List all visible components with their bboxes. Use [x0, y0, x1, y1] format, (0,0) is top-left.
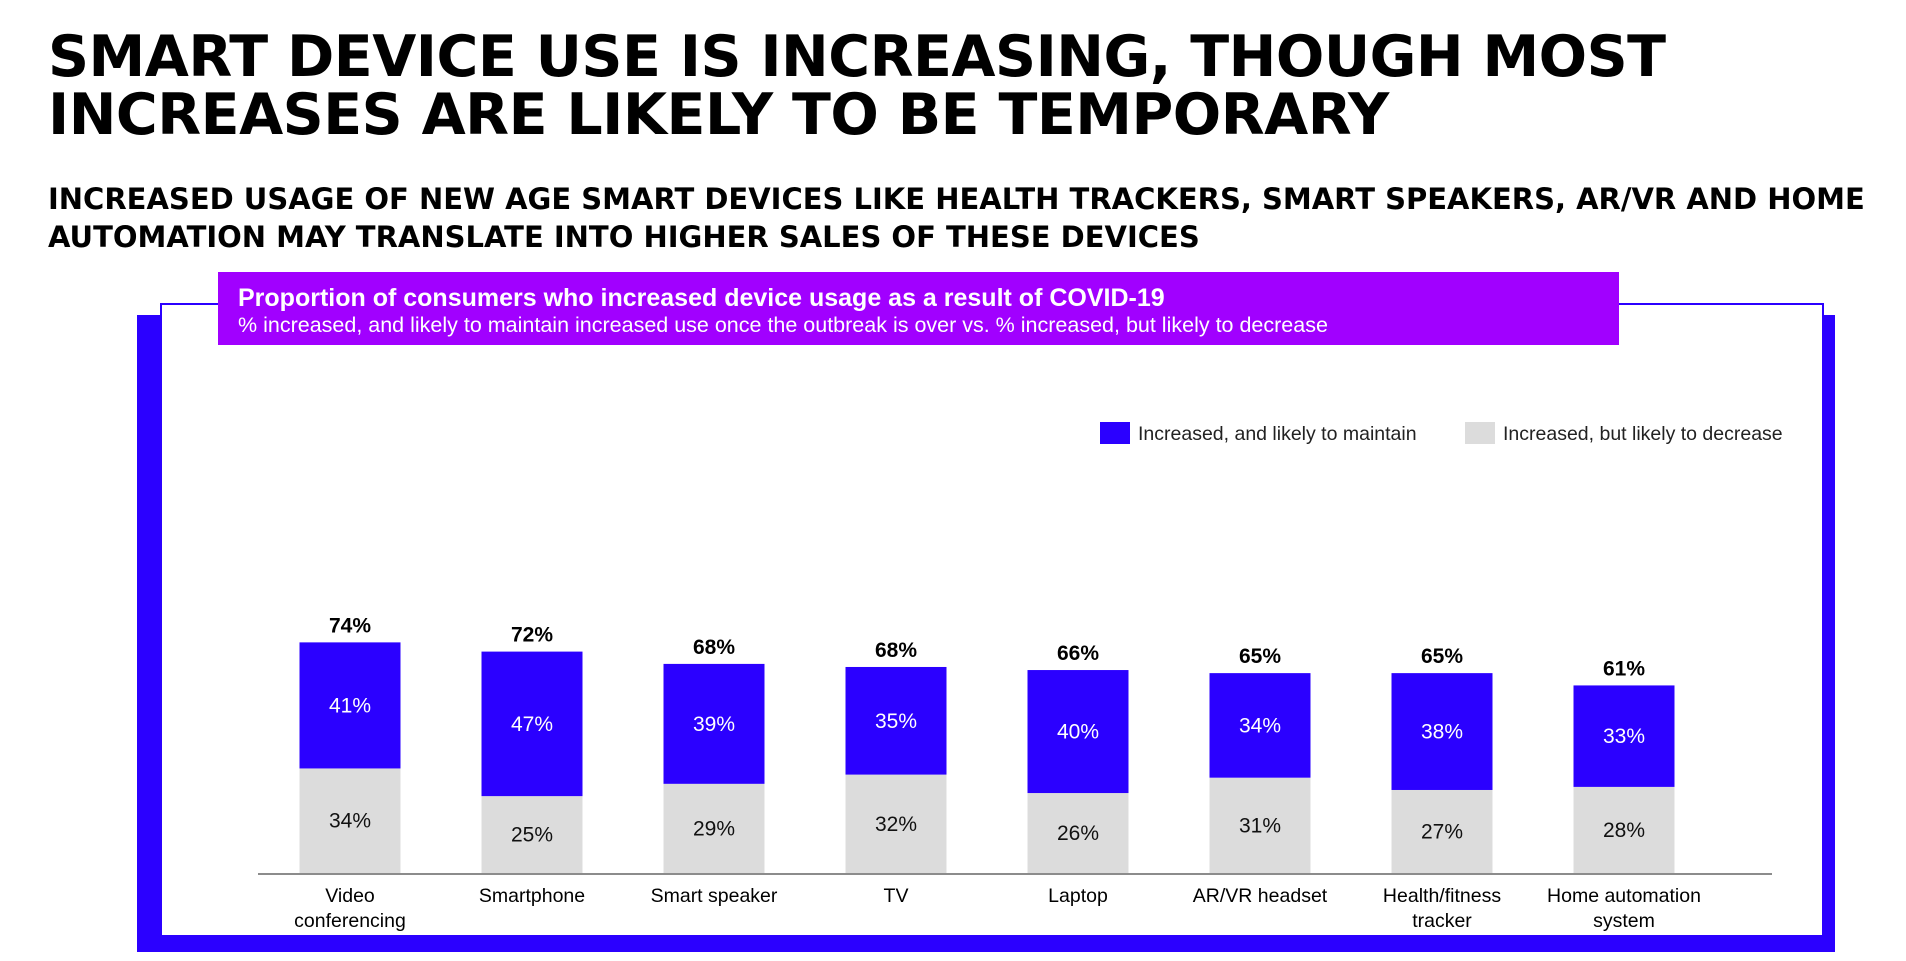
total-label: 68%	[693, 636, 735, 659]
chart-title: Proportion of consumers who increased de…	[238, 284, 1165, 312]
total-label: 61%	[1603, 657, 1645, 680]
total-label: 74%	[329, 614, 371, 637]
legend-label-maintain: Increased, and likely to maintain	[1138, 423, 1417, 445]
page-subheadline: INCREASED USAGE OF NEW AGE SMART DEVICES…	[48, 182, 1865, 254]
data-label-maintain: 35%	[875, 710, 917, 733]
data-label-maintain: 33%	[1603, 725, 1645, 748]
legend-label-decrease: Increased, but likely to decrease	[1503, 423, 1783, 445]
bar-maintain	[1027, 670, 1129, 794]
x-tick-label: TV	[884, 885, 909, 907]
data-label-maintain: 40%	[1057, 721, 1099, 744]
bar-decrease	[1209, 777, 1311, 873]
total-label: 68%	[875, 639, 917, 662]
x-tick-label: Laptop	[1048, 885, 1108, 907]
bar-maintain	[299, 642, 401, 769]
x-tick-label: Smart speaker	[651, 885, 778, 907]
x-tick-label: Video	[325, 885, 375, 907]
bar-decrease	[1573, 786, 1675, 873]
total-label: 72%	[511, 624, 553, 647]
data-label-decrease: 34%	[329, 810, 371, 833]
chart-frame	[160, 303, 1824, 937]
x-tick-label: system	[1593, 910, 1655, 932]
total-label: 66%	[1057, 642, 1099, 665]
bar-maintain	[481, 651, 583, 797]
bar-maintain	[1391, 673, 1493, 790]
data-label-maintain: 38%	[1421, 721, 1463, 744]
bar-decrease	[481, 796, 583, 873]
x-tick-label: Home automation	[1547, 885, 1701, 907]
bar-decrease	[299, 768, 401, 873]
bar-decrease	[1027, 793, 1129, 873]
data-label-maintain: 39%	[693, 713, 735, 736]
bar-maintain	[663, 663, 765, 784]
data-label-decrease: 32%	[875, 813, 917, 836]
bar-decrease	[1391, 789, 1493, 873]
bar-maintain	[1573, 685, 1675, 787]
chart-title-band: Proportion of consumers who increased de…	[218, 272, 1619, 345]
data-label-decrease: 27%	[1421, 820, 1463, 843]
data-label-maintain: 47%	[511, 713, 553, 736]
data-label-maintain: 34%	[1239, 714, 1281, 737]
bar-decrease	[845, 774, 947, 873]
x-tick-label: conferencing	[294, 910, 406, 932]
bar-decrease	[663, 783, 765, 873]
total-label: 65%	[1421, 645, 1463, 668]
bar-maintain	[1209, 673, 1311, 778]
x-tick-label: Smartphone	[479, 885, 585, 907]
bar-maintain	[845, 666, 947, 775]
data-label-decrease: 28%	[1603, 819, 1645, 842]
legend-swatch-maintain	[1100, 422, 1130, 444]
data-label-maintain: 41%	[329, 694, 371, 717]
page-headline: SMART DEVICE USE IS INCREASING, THOUGH M…	[48, 24, 1666, 148]
data-label-decrease: 31%	[1239, 814, 1281, 837]
legend-swatch-decrease	[1465, 422, 1495, 444]
x-tick-label: tracker	[1412, 910, 1472, 932]
x-tick-label: AR/VR headset	[1193, 885, 1328, 907]
data-label-decrease: 25%	[511, 824, 553, 847]
data-label-decrease: 29%	[693, 817, 735, 840]
x-tick-label: Health/fitness	[1383, 885, 1501, 907]
total-label: 65%	[1239, 645, 1281, 668]
chart-subtitle: % increased, and likely to maintain incr…	[238, 313, 1328, 337]
data-label-decrease: 26%	[1057, 822, 1099, 845]
